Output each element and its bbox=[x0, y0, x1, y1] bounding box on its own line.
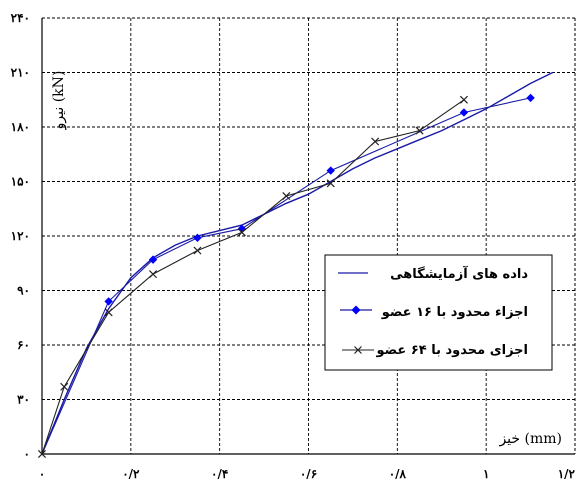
y-tick-label: ۱۸۰ bbox=[11, 120, 30, 134]
data-point-diamond bbox=[237, 224, 247, 233]
tick-labels: ۰ ۳۰ ۶۰ ۹۰ ۱۲۰ ۱۵۰ ۱۸۰ ۲۱۰ ۲۴۰ ۰ ۰/۲ ۰/۴ ۰/۶ ۰/۸ ۱ ۱/۲ bbox=[11, 11, 576, 481]
y-tick-label: ۶۰ bbox=[17, 338, 30, 352]
legend-item-experimental: داده های آزمایشگاهی bbox=[338, 265, 528, 282]
data-point-x bbox=[326, 179, 335, 188]
data-point-x bbox=[37, 449, 47, 459]
data-point-x bbox=[60, 382, 69, 391]
y-tick-label: ۲۴۰ bbox=[11, 11, 30, 25]
y-tick-label: ۳۰ bbox=[17, 393, 30, 407]
data-point-x bbox=[371, 137, 380, 146]
series-1 bbox=[41, 93, 535, 455]
x-tick-label: ۱/۲ bbox=[558, 467, 576, 481]
data-point-x bbox=[415, 126, 424, 135]
x-tick-label: ۰ bbox=[39, 467, 45, 481]
x-tick-label: ۰/۴ bbox=[211, 467, 228, 481]
y-tick-label: ۱۵۰ bbox=[11, 175, 30, 189]
legend-marker-fe64 bbox=[354, 346, 362, 354]
legend-label-fe16: اجزاء محدود با ۱۶ عضو bbox=[381, 305, 528, 320]
series bbox=[37, 71, 554, 459]
series-0 bbox=[41, 71, 554, 455]
y-tick-label: ۱۲۰ bbox=[11, 229, 30, 243]
axes bbox=[41, 17, 576, 455]
data-point-x bbox=[282, 192, 291, 201]
legend-label-experimental: داده های آزمایشگاهی bbox=[390, 265, 528, 282]
x-tick-label: ۰/۶ bbox=[300, 467, 317, 481]
data-point-diamond bbox=[193, 233, 202, 243]
y-tick-label: ۹۰ bbox=[17, 284, 30, 298]
x-tick-label: ۱ bbox=[483, 467, 489, 481]
series-line-1 bbox=[41, 97, 531, 455]
legend-item-fe64: اجزای محدود با ۶۴ عضو bbox=[342, 343, 528, 358]
y-tick-label: ۰ bbox=[24, 447, 30, 461]
data-point-x bbox=[459, 95, 468, 104]
data-point-x bbox=[193, 246, 202, 255]
data-point-diamond bbox=[148, 255, 158, 264]
data-point-diamond bbox=[459, 108, 469, 117]
legend-box bbox=[324, 254, 553, 371]
legend: داده های آزمایشگاهی اجزاء محدود با ۱۶ عض… bbox=[324, 254, 553, 371]
y-axis-label: نیرو (kN) bbox=[51, 71, 67, 131]
legend-label-fe64: اجزای محدود با ۶۴ عضو bbox=[375, 343, 528, 358]
data-point-x bbox=[237, 228, 246, 237]
x-axis-label: خیز (mm) bbox=[498, 431, 562, 447]
data-point-diamond bbox=[104, 297, 113, 306]
data-point-x bbox=[149, 270, 158, 279]
x-tick-label: ۰/۲ bbox=[122, 467, 140, 481]
grid bbox=[42, 17, 576, 454]
y-tick-label: ۲۱۰ bbox=[11, 66, 30, 80]
series-line-0 bbox=[41, 71, 554, 455]
x-tick-label: ۰/۸ bbox=[389, 467, 407, 481]
data-point-diamond bbox=[526, 93, 535, 103]
legend-marker-fe16 bbox=[351, 305, 361, 315]
legend-item-fe16: اجزاء محدود با ۱۶ عضو bbox=[340, 305, 528, 320]
data-point-diamond bbox=[326, 166, 335, 175]
series-2 bbox=[37, 95, 468, 459]
data-point-x bbox=[104, 308, 113, 317]
